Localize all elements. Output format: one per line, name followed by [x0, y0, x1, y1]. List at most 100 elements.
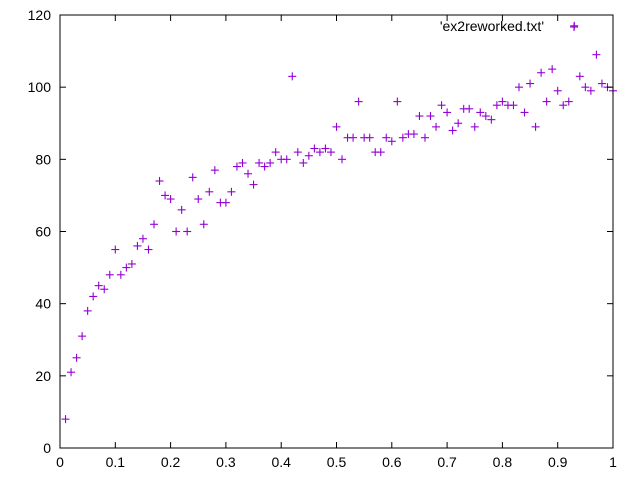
data-point	[432, 122, 441, 131]
data-point	[310, 144, 319, 153]
data-point	[304, 151, 313, 160]
data-point	[481, 112, 490, 121]
data-point	[487, 115, 496, 124]
data-point	[326, 148, 335, 157]
data-point	[409, 130, 418, 139]
y-tick-label: 40	[35, 296, 51, 312]
x-tick-label: 0.4	[271, 454, 291, 470]
data-point	[437, 101, 446, 110]
data-point	[420, 133, 429, 142]
data-point	[67, 368, 76, 377]
data-point	[514, 83, 523, 92]
data-point	[592, 50, 601, 59]
y-tick-label: 20	[35, 368, 51, 384]
data-point	[227, 187, 236, 196]
x-tick-label: 1	[609, 454, 617, 470]
data-point	[349, 133, 358, 142]
data-point	[448, 126, 457, 135]
data-point	[443, 108, 452, 117]
data-point	[315, 148, 324, 157]
data-point	[210, 166, 219, 175]
x-tick-label: 0.3	[216, 454, 236, 470]
data-point	[365, 133, 374, 142]
data-point	[465, 104, 474, 113]
data-point	[382, 133, 391, 142]
x-tick-label: 0.6	[382, 454, 402, 470]
data-point	[144, 245, 153, 254]
data-point	[83, 306, 92, 315]
x-tick-label: 0.8	[493, 454, 513, 470]
data-point	[266, 158, 275, 167]
x-tick-label: 0.9	[548, 454, 568, 470]
data-point	[111, 245, 120, 254]
data-point	[398, 133, 407, 142]
data-point	[271, 148, 280, 157]
y-tick-label: 100	[28, 79, 52, 95]
data-point	[338, 155, 347, 164]
data-point	[548, 65, 557, 74]
x-tick-label: 0.2	[161, 454, 181, 470]
data-point	[354, 97, 363, 106]
data-point	[293, 148, 302, 157]
data-point	[116, 270, 125, 279]
data-point	[476, 108, 485, 117]
data-point	[492, 101, 501, 110]
data-points	[61, 21, 617, 424]
data-point	[288, 72, 297, 81]
legend-marker	[570, 23, 578, 31]
data-point	[183, 227, 192, 236]
data-point	[199, 220, 208, 229]
legend: 'ex2reworked.txt'	[440, 18, 578, 34]
data-point	[238, 158, 247, 167]
legend-label: 'ex2reworked.txt'	[440, 18, 544, 34]
data-point	[454, 119, 463, 128]
data-point	[586, 86, 595, 95]
data-point	[393, 97, 402, 106]
data-point	[78, 332, 87, 341]
data-point	[255, 158, 264, 167]
data-point	[564, 97, 573, 106]
data-point	[299, 158, 308, 167]
data-point	[177, 205, 186, 214]
data-point	[188, 173, 197, 182]
data-point	[221, 198, 230, 207]
data-point	[205, 187, 214, 196]
data-point	[172, 227, 181, 236]
data-point	[127, 259, 136, 268]
data-point	[498, 97, 507, 106]
data-point	[150, 220, 159, 229]
data-point	[249, 180, 258, 189]
data-point	[133, 241, 142, 250]
data-point	[94, 281, 103, 290]
data-point	[526, 79, 535, 88]
y-tick-label: 120	[28, 7, 52, 23]
data-point	[321, 144, 330, 153]
x-tick-label: 0.1	[106, 454, 126, 470]
data-point	[470, 122, 479, 131]
data-point	[122, 263, 131, 272]
data-point	[520, 108, 529, 117]
data-point	[72, 353, 81, 362]
x-tick-label: 0.7	[437, 454, 457, 470]
data-point	[194, 195, 203, 204]
data-point	[138, 234, 147, 243]
data-point	[100, 285, 109, 294]
data-point	[575, 72, 584, 81]
data-point	[509, 101, 518, 110]
data-point	[89, 292, 98, 301]
axis-ticks: 0 0.1 0.2 0.3 0.4 0.5 0.6 0.7 0.8 0.9 1 0 20 40 60 80 10…	[28, 7, 617, 470]
data-point	[387, 137, 396, 146]
data-point	[376, 148, 385, 157]
data-point	[531, 122, 540, 131]
data-point	[61, 415, 70, 424]
data-point	[426, 112, 435, 121]
data-point	[581, 83, 590, 92]
data-point	[161, 191, 170, 200]
x-tick-label: 0	[56, 454, 64, 470]
data-point	[542, 97, 551, 106]
y-tick-label: 60	[35, 224, 51, 240]
y-tick-label: 0	[43, 440, 51, 456]
data-point	[232, 162, 241, 171]
x-tick-label: 0.5	[327, 454, 347, 470]
